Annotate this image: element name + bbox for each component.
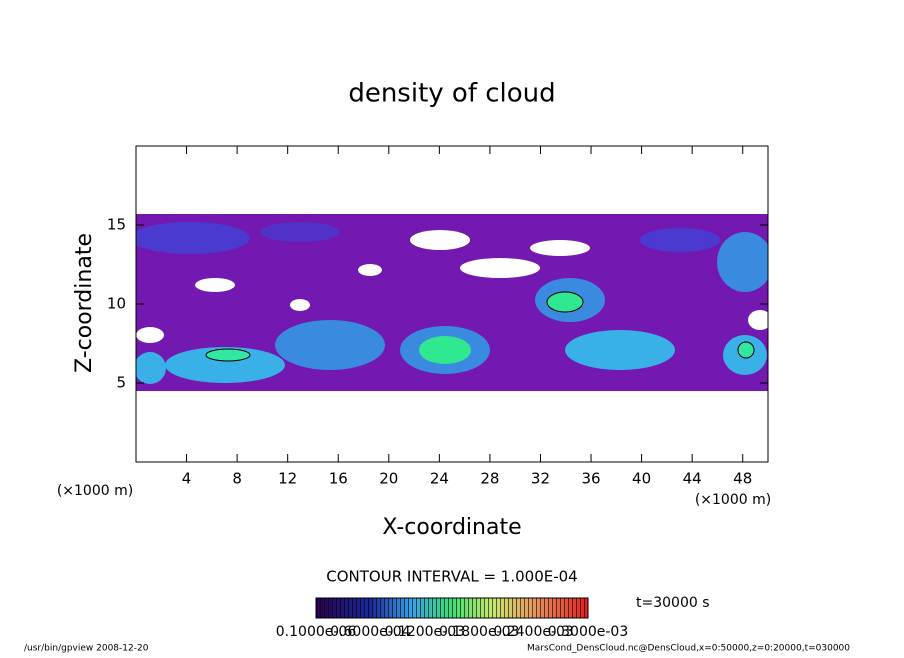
contour-interval: CONTOUR INTERVAL = 1.000E-04 xyxy=(326,568,577,586)
x-tick-label: 4 xyxy=(182,470,192,488)
x-tick-label: 28 xyxy=(480,470,499,488)
colorbar-stripes xyxy=(316,598,588,618)
x-tick-label: 20 xyxy=(379,470,398,488)
x-tick-label: 8 xyxy=(232,470,242,488)
y-axis-unit: (×1000 m) xyxy=(57,483,133,499)
colorbar-label: 0.1200e-03 xyxy=(385,624,465,640)
x-tick-label: 40 xyxy=(632,470,651,488)
x-tick-label: 24 xyxy=(430,470,449,488)
footer-left: /usr/bin/gpview 2008-12-20 xyxy=(24,644,149,654)
x-tick-label: 16 xyxy=(329,470,348,488)
chart-title: density of cloud xyxy=(348,79,555,109)
colorbar-label: 0.2400e-03 xyxy=(493,624,573,640)
x-tick-label: 36 xyxy=(581,470,600,488)
x-tick-label: 48 xyxy=(733,470,752,488)
y-axis-label: Z-coordinate xyxy=(72,233,97,373)
y-tick-label: 10 xyxy=(107,295,126,313)
x-axis-label: X-coordinate xyxy=(382,515,521,540)
colorbar-label: 0.1800e-03 xyxy=(439,624,519,640)
x-tick-label: 44 xyxy=(683,470,702,488)
y-tick-label: 5 xyxy=(116,374,126,392)
colorbar-label: 0.6000e-04 xyxy=(330,624,411,640)
x-tick-label: 32 xyxy=(531,470,550,488)
cloud-field xyxy=(136,214,768,391)
colorbar-label: 0.1000e-06 xyxy=(276,624,357,640)
time-label: t=30000 s xyxy=(636,595,710,611)
x-axis-unit: (×1000 m) xyxy=(695,492,771,508)
x-tick-label: 12 xyxy=(278,470,297,488)
y-tick-label: 15 xyxy=(107,216,126,234)
footer-right: MarsCond_DensCloud.nc@DensCloud,x=0:5000… xyxy=(527,644,850,654)
colorbar-label: 0.3000e-03 xyxy=(548,624,628,640)
